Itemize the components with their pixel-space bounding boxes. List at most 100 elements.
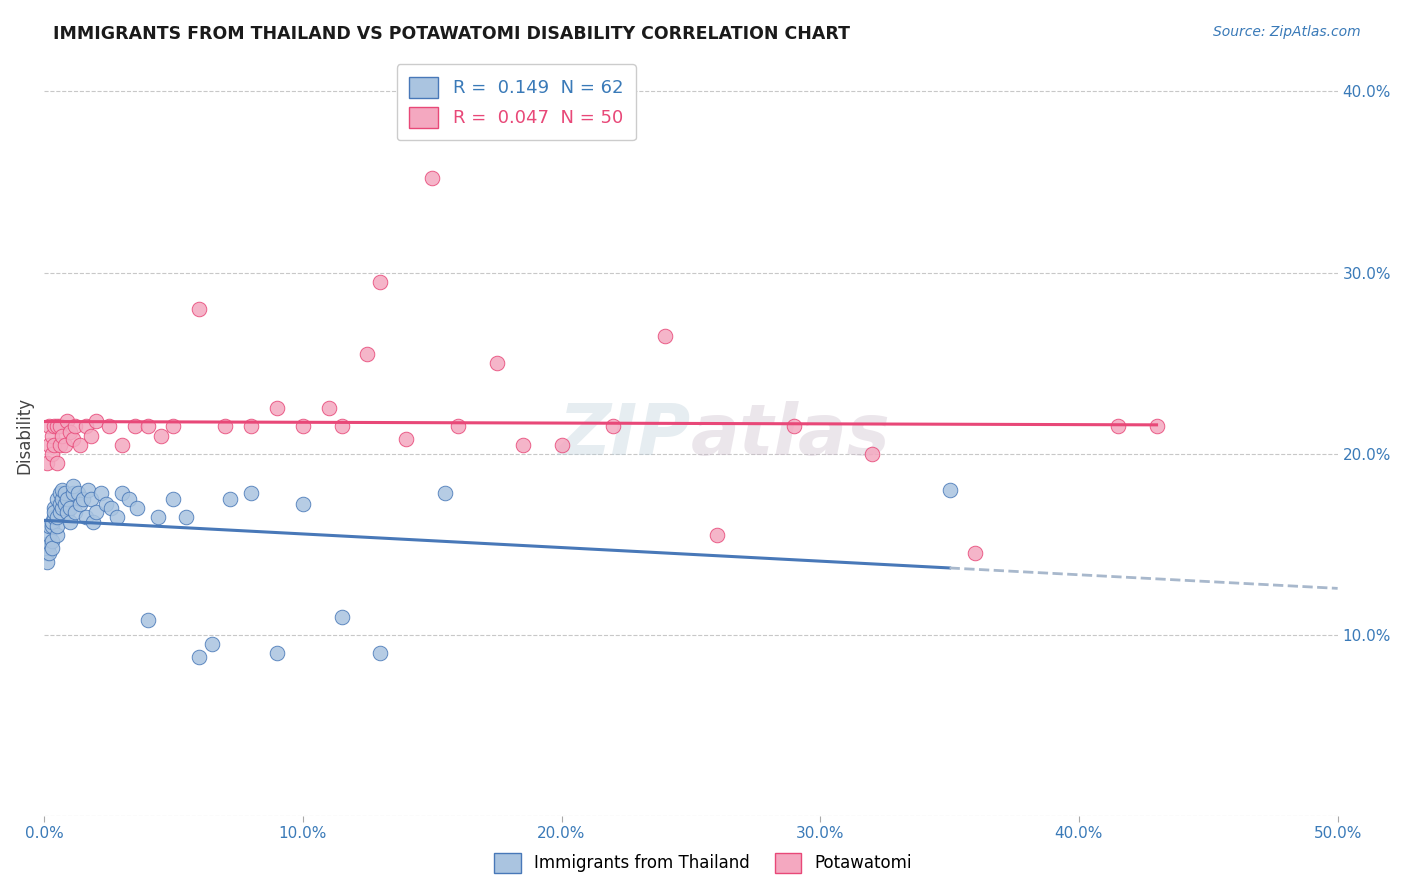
Point	[44, 505, 66, 519]
Point	[111, 486, 134, 500]
Point	[118, 491, 141, 506]
Point	[41, 428, 63, 442]
Point	[201, 637, 224, 651]
Point	[56, 414, 79, 428]
Point	[62, 486, 84, 500]
Point	[62, 432, 84, 446]
Text: atlas: atlas	[690, 401, 890, 470]
Point	[41, 516, 63, 530]
Point	[38, 537, 60, 551]
Point	[860, 447, 883, 461]
Point	[48, 419, 70, 434]
Point	[35, 546, 58, 560]
Point	[84, 505, 107, 519]
Point	[63, 505, 86, 519]
Point	[214, 419, 236, 434]
Point	[938, 483, 960, 497]
Point	[485, 356, 508, 370]
Point	[46, 528, 69, 542]
Y-axis label: Disability: Disability	[15, 397, 32, 474]
Point	[291, 419, 314, 434]
Point	[318, 401, 340, 416]
Point	[59, 516, 82, 530]
Point	[79, 428, 101, 442]
Point	[706, 528, 728, 542]
Point	[41, 519, 63, 533]
Point	[266, 401, 288, 416]
Point	[1146, 419, 1168, 434]
Point	[38, 528, 60, 542]
Point	[82, 516, 104, 530]
Point	[105, 510, 128, 524]
Point	[146, 510, 169, 524]
Text: IMMIGRANTS FROM THAILAND VS POTAWATOMI DISABILITY CORRELATION CHART: IMMIGRANTS FROM THAILAND VS POTAWATOMI D…	[53, 25, 851, 43]
Point	[48, 505, 70, 519]
Point	[51, 483, 73, 497]
Point	[48, 497, 70, 511]
Point	[84, 414, 107, 428]
Point	[35, 537, 58, 551]
Point	[48, 486, 70, 500]
Point	[219, 491, 242, 506]
Legend: Immigrants from Thailand, Potawatomi: Immigrants from Thailand, Potawatomi	[488, 847, 918, 880]
Point	[46, 419, 69, 434]
Point	[44, 437, 66, 451]
Point	[48, 437, 70, 451]
Point	[420, 171, 443, 186]
Point	[66, 486, 89, 500]
Point	[59, 500, 82, 515]
Point	[136, 419, 159, 434]
Point	[240, 486, 263, 500]
Point	[38, 519, 60, 533]
Point	[370, 275, 392, 289]
Point	[56, 491, 79, 506]
Point	[266, 646, 288, 660]
Point	[330, 419, 353, 434]
Point	[162, 491, 184, 506]
Point	[62, 479, 84, 493]
Point	[59, 425, 82, 439]
Point	[41, 541, 63, 555]
Text: Source: ZipAtlas.com: Source: ZipAtlas.com	[1213, 25, 1361, 39]
Point	[188, 649, 211, 664]
Point	[512, 437, 534, 451]
Point	[111, 437, 134, 451]
Point	[75, 419, 97, 434]
Point	[38, 419, 60, 434]
Point	[69, 437, 91, 451]
Point	[97, 419, 120, 434]
Point	[44, 510, 66, 524]
Point	[434, 486, 457, 500]
Point	[447, 419, 470, 434]
Point	[46, 456, 69, 470]
Point	[46, 519, 69, 533]
Point	[176, 510, 198, 524]
Point	[965, 546, 987, 560]
Point	[330, 609, 353, 624]
Point	[53, 497, 76, 511]
Point	[550, 437, 572, 451]
Point	[69, 497, 91, 511]
Point	[124, 419, 146, 434]
Point	[63, 419, 86, 434]
Legend: R =  0.149  N = 62, R =  0.047  N = 50: R = 0.149 N = 62, R = 0.047 N = 50	[396, 64, 636, 140]
Point	[100, 500, 122, 515]
Point	[41, 447, 63, 461]
Point	[1107, 419, 1129, 434]
Point	[35, 456, 58, 470]
Point	[75, 510, 97, 524]
Point	[162, 419, 184, 434]
Point	[51, 428, 73, 442]
Point	[79, 491, 101, 506]
Point	[149, 428, 172, 442]
Point	[41, 533, 63, 548]
Point	[395, 432, 418, 446]
Point	[356, 347, 378, 361]
Point	[136, 613, 159, 627]
Point	[51, 491, 73, 506]
Point	[53, 437, 76, 451]
Point	[46, 510, 69, 524]
Point	[90, 486, 112, 500]
Point	[44, 500, 66, 515]
Point	[96, 497, 118, 511]
